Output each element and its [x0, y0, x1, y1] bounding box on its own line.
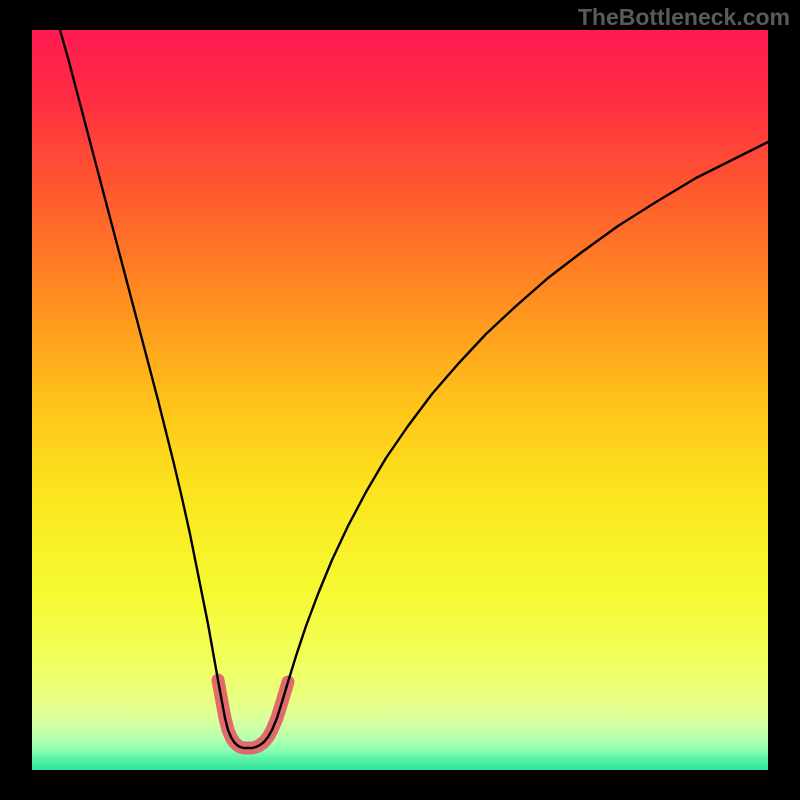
- chart-root: TheBottleneck.com: [0, 0, 800, 800]
- watermark-text: TheBottleneck.com: [578, 4, 790, 31]
- chart-svg: [0, 0, 800, 800]
- gradient-background: [32, 30, 768, 770]
